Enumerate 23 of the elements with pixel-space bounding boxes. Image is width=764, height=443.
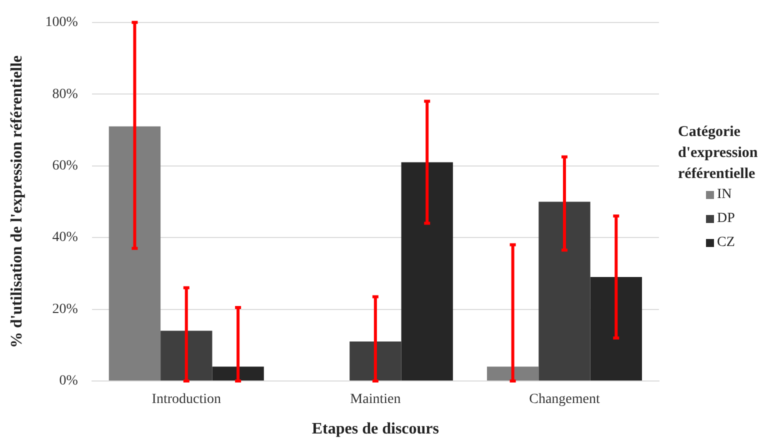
x-tick-label: Changement	[529, 392, 600, 408]
bar	[538, 202, 590, 380]
bar	[212, 366, 264, 380]
x-axis-title: Etapes de discours	[312, 420, 439, 438]
legend-title: Catégorie d'expression référentielle	[678, 123, 759, 184]
y-tick-label: 100%	[45, 15, 78, 30]
y-axis-title: % d'utilisation de l'expression référentielle	[8, 55, 26, 348]
bar	[401, 162, 453, 380]
bar	[108, 126, 161, 380]
legend-label: CZ	[717, 235, 735, 251]
bar	[590, 277, 642, 380]
y-tick-label: 0%	[59, 374, 78, 389]
bar	[160, 330, 212, 380]
y-tick-label: 20%	[52, 302, 78, 317]
bar	[486, 366, 539, 380]
bar	[350, 342, 402, 380]
y-tick-label: 40%	[52, 230, 78, 246]
y-tick-label: 80%	[52, 86, 78, 102]
legend-label: IN	[717, 187, 732, 203]
x-tick-label: Maintien	[350, 392, 401, 408]
y-tick-label: 60%	[52, 158, 78, 174]
legend-label: DP	[717, 211, 735, 227]
x-tick-label: Introduction	[152, 392, 221, 408]
